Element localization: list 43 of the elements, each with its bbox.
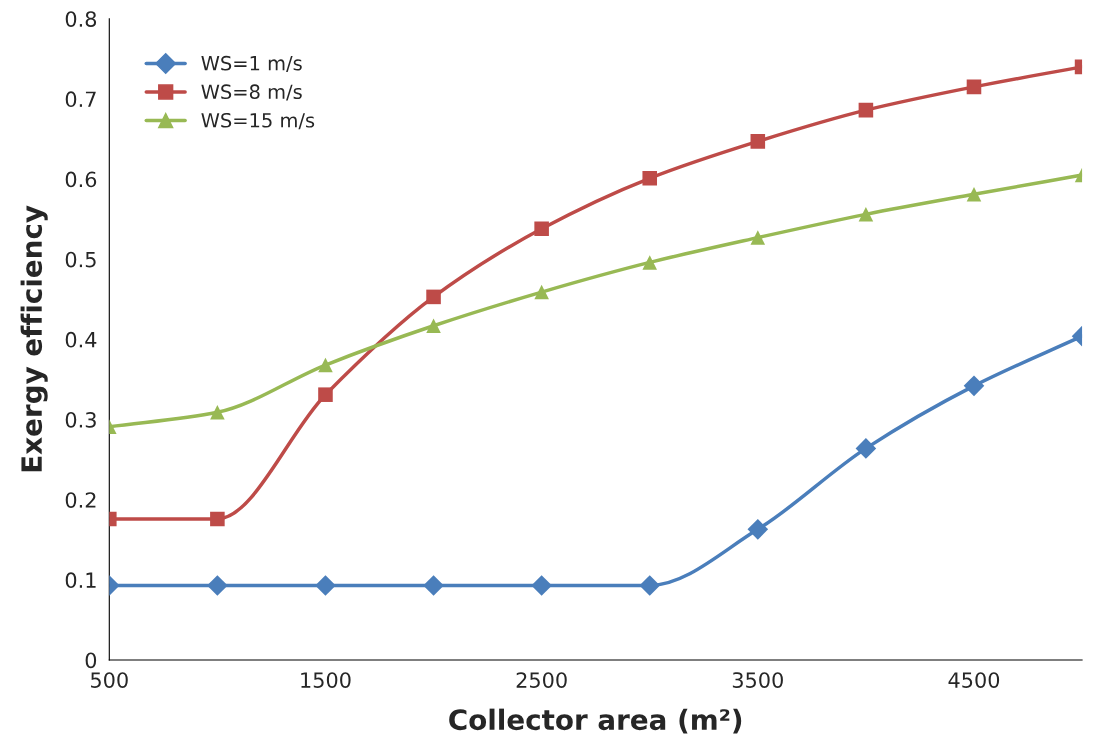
point [534,284,549,300]
legend-label: WS=8 m/s [201,84,302,101]
point [642,255,658,270]
point [750,230,766,245]
point [210,511,225,527]
point [318,387,333,402]
y-tick-label: 0.7 [65,91,96,108]
point [639,575,661,596]
y-tick-label: 0.5 [65,251,96,268]
point [534,221,549,237]
point [423,575,444,596]
y-tick-label: 0.3 [65,411,96,428]
point [210,405,225,420]
y-axis-title: Exergy efficiency [20,205,48,472]
point [858,207,874,222]
y-tick-label: 0.8 [65,11,97,27]
x-tick-label: 3500 [732,672,783,688]
point [747,519,769,540]
point [966,187,982,202]
point [531,575,552,596]
point [426,318,441,334]
y-tick-label: 0.1 [65,572,96,589]
x-tick-label: 500 [91,672,128,688]
legend-label: WS=15 m/s [201,112,315,130]
point [318,357,333,373]
point [207,575,228,596]
y-tick-label: 0.6 [65,171,97,188]
point [642,170,658,186]
x-tick-label: 2500 [516,672,567,688]
point [966,79,982,95]
point [426,289,441,305]
point [855,438,877,459]
x-axis-title: Collector area (m²) [449,708,742,734]
x-tick-label: 1500 [301,672,351,688]
point [750,134,766,149]
point [315,575,336,596]
point [963,375,985,397]
y-tick-label: 0.4 [65,331,97,348]
x-tick-label: 4500 [948,672,1000,688]
point [858,102,874,118]
legend-label: WS=1 m/s [201,55,302,73]
y-tick-label: 0 [85,652,97,669]
y-tick-label: 0.2 [65,492,96,508]
